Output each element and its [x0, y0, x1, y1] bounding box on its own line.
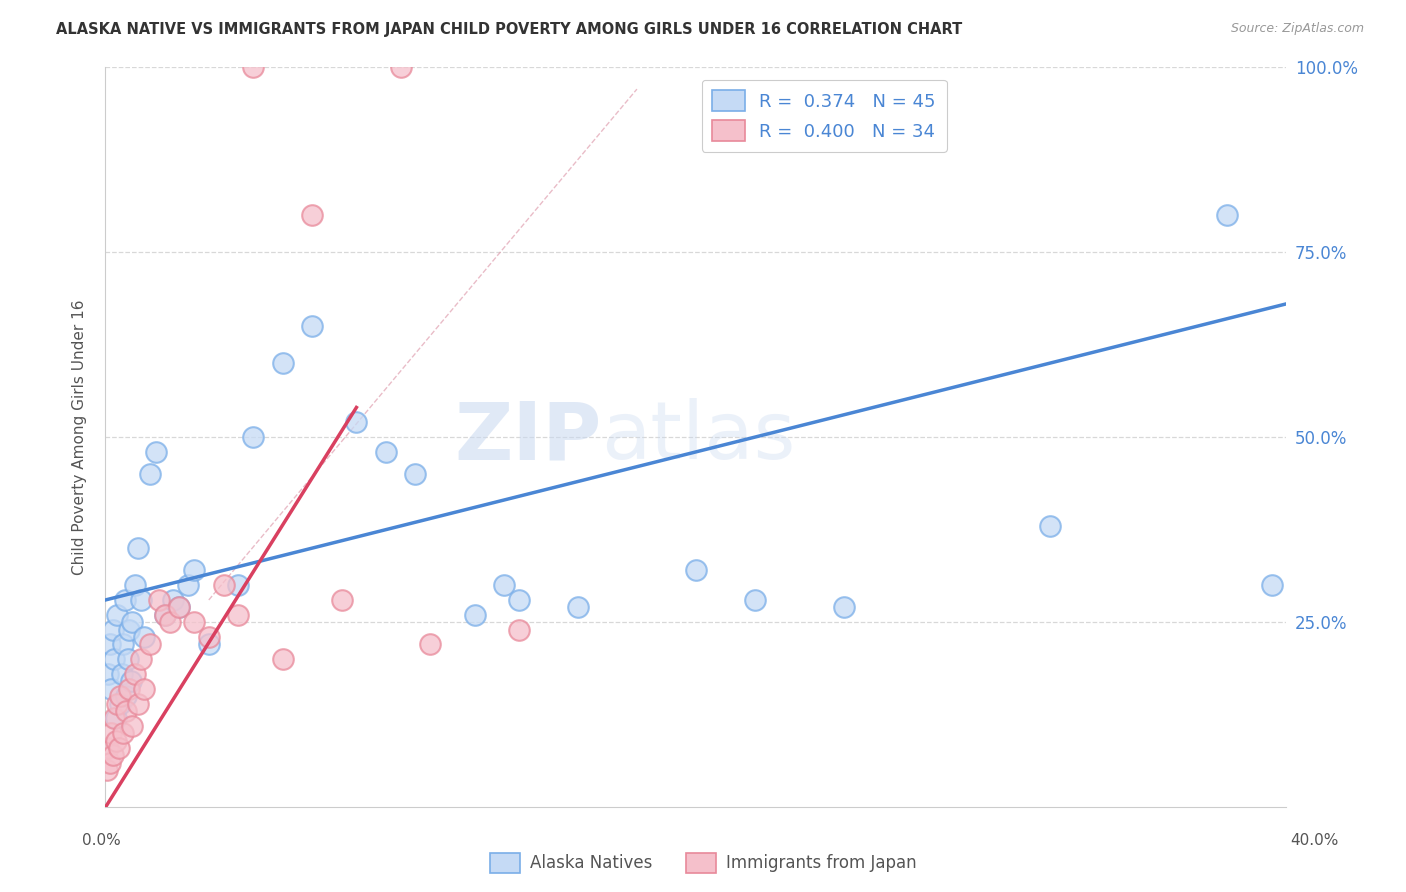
Point: [103, 652, 125, 666]
Point: [183, 563, 205, 577]
Text: 40.0%: 40.0%: [1291, 833, 1339, 847]
Point: [301, 319, 323, 334]
Point: [112, 726, 135, 740]
Point: [419, 637, 441, 651]
Point: [124, 578, 146, 592]
Point: [138, 467, 162, 482]
Point: [197, 637, 219, 651]
Point: [110, 689, 132, 703]
Point: [138, 637, 162, 651]
Point: [132, 681, 155, 696]
Point: [183, 615, 205, 630]
Point: [197, 630, 219, 644]
Point: [330, 593, 353, 607]
Point: [389, 60, 412, 74]
Legend: R =  0.374   N = 45, R =  0.400   N = 34: R = 0.374 N = 45, R = 0.400 N = 34: [702, 79, 946, 152]
Point: [744, 593, 766, 607]
Point: [100, 681, 122, 696]
Point: [98, 637, 121, 651]
Point: [169, 600, 191, 615]
Point: [129, 652, 152, 666]
Point: [127, 541, 149, 555]
Point: [100, 726, 122, 740]
Point: [120, 674, 142, 689]
Point: [127, 697, 149, 711]
Point: [832, 600, 855, 615]
Point: [405, 467, 427, 482]
Point: [374, 445, 398, 459]
Point: [145, 445, 167, 459]
Point: [162, 593, 184, 607]
Point: [301, 208, 323, 222]
Point: [97, 667, 120, 681]
Text: ALASKA NATIVE VS IMMIGRANTS FROM JAPAN CHILD POVERTY AMONG GIRLS UNDER 16 CORREL: ALASKA NATIVE VS IMMIGRANTS FROM JAPAN C…: [56, 22, 963, 37]
Point: [1216, 208, 1239, 222]
Point: [153, 607, 176, 622]
Point: [111, 667, 134, 681]
Text: ZIP: ZIP: [454, 398, 602, 476]
Point: [492, 578, 515, 592]
Text: Source: ZipAtlas.com: Source: ZipAtlas.com: [1230, 22, 1364, 36]
Text: 0.0%: 0.0%: [82, 833, 121, 847]
Point: [464, 607, 486, 622]
Point: [101, 623, 124, 637]
Point: [169, 600, 191, 615]
Point: [115, 704, 138, 718]
Point: [1261, 578, 1284, 592]
Point: [104, 711, 127, 725]
Point: [105, 607, 128, 622]
Point: [98, 756, 121, 770]
Text: atlas: atlas: [602, 398, 796, 476]
Point: [107, 741, 129, 756]
Point: [212, 578, 235, 592]
Point: [117, 652, 139, 666]
Legend: Alaska Natives, Immigrants from Japan: Alaska Natives, Immigrants from Japan: [484, 847, 922, 880]
Point: [121, 719, 143, 733]
Point: [129, 593, 152, 607]
Point: [153, 607, 176, 622]
Point: [103, 711, 125, 725]
Point: [132, 630, 155, 644]
Point: [96, 764, 118, 778]
Point: [115, 689, 138, 703]
Point: [121, 615, 143, 630]
Point: [228, 607, 250, 622]
Point: [346, 415, 368, 429]
Point: [148, 593, 170, 607]
Y-axis label: Child Poverty Among Girls Under 16: Child Poverty Among Girls Under 16: [72, 300, 87, 574]
Point: [271, 356, 294, 370]
Point: [104, 733, 127, 747]
Point: [159, 615, 181, 630]
Point: [105, 697, 128, 711]
Point: [242, 60, 264, 74]
Point: [97, 741, 120, 756]
Point: [110, 697, 132, 711]
Point: [114, 593, 136, 607]
Point: [118, 681, 141, 696]
Point: [508, 623, 530, 637]
Point: [508, 593, 530, 607]
Point: [124, 667, 146, 681]
Point: [118, 623, 141, 637]
Point: [271, 652, 294, 666]
Point: [685, 563, 707, 577]
Point: [177, 578, 200, 592]
Point: [101, 748, 124, 763]
Point: [112, 637, 135, 651]
Point: [242, 430, 264, 444]
Point: [1039, 519, 1062, 533]
Point: [228, 578, 250, 592]
Point: [567, 600, 589, 615]
